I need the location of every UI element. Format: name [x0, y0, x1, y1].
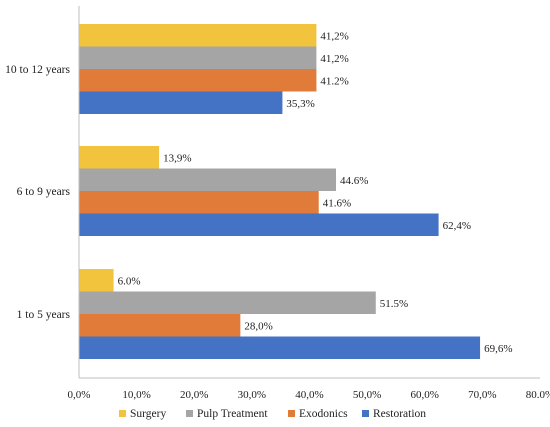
- bar-pulp-treatment-1: [79, 168, 337, 191]
- data-label: 35,3%: [286, 98, 314, 110]
- data-label: 51.5%: [380, 298, 408, 310]
- category-label: 6 to 9 years: [17, 186, 71, 198]
- bar-exodonics-2: [79, 314, 241, 337]
- x-tick-label: 50,0%: [353, 389, 381, 401]
- data-label: 41,2%: [320, 53, 348, 65]
- x-tick-label: 40,0%: [295, 389, 323, 401]
- bar-exodonics-1: [79, 191, 319, 214]
- data-label: 41.2%: [320, 75, 348, 87]
- x-tick-label: 70,0%: [468, 389, 496, 401]
- bar-pulp-treatment-0: [79, 46, 317, 69]
- data-label: 44.6%: [340, 175, 368, 187]
- legend-swatch: [186, 410, 193, 417]
- legend-label: Surgery: [130, 408, 166, 420]
- legend-swatch: [362, 410, 369, 417]
- legend-label: Exodonics: [299, 408, 348, 420]
- bars-layer: 41,2% 41,2% 41.2% 35,3% 13,9% 44.6% 41.6% 62,4%…: [79, 24, 512, 359]
- bar-surgery-1: [79, 146, 160, 169]
- legend-label: Restoration: [373, 408, 426, 420]
- data-label: 41.6%: [323, 197, 351, 209]
- data-label: 62,4%: [443, 220, 471, 232]
- category-label: 10 to 12 years: [5, 64, 70, 76]
- data-label: 69,6%: [484, 343, 512, 355]
- bar-pulp-treatment-2: [79, 291, 376, 314]
- x-tick-label: 60,0%: [411, 389, 439, 401]
- legend-label: Pulp Treatment: [197, 408, 268, 420]
- x-tick-label: 20,0%: [180, 389, 208, 401]
- bar-restoration-0: [79, 91, 283, 114]
- bar-restoration-1: [79, 213, 439, 236]
- bar-surgery-2: [79, 269, 114, 292]
- bar-exodonics-0: [79, 69, 317, 92]
- x-tick-label: 0,0%: [68, 389, 91, 401]
- bar-restoration-2: [79, 336, 481, 359]
- legend-swatch: [288, 410, 295, 417]
- data-label: 6.0%: [118, 275, 141, 287]
- legend: Surgery Pulp Treatment Exodonics Restoratio…: [119, 408, 426, 420]
- legend-swatch: [119, 410, 126, 417]
- x-tick-label: 10,0%: [122, 389, 150, 401]
- x-tick-label: 30,0%: [238, 389, 266, 401]
- data-label: 41,2%: [320, 30, 348, 42]
- axes-layer: 10 to 12 years 6 to 9 years 1 to 5 years 0,…: [5, 6, 550, 401]
- data-label: 13,9%: [163, 152, 191, 164]
- category-label: 1 to 5 years: [17, 309, 71, 321]
- bar-surgery-0: [79, 24, 317, 47]
- data-label: 28,0%: [244, 320, 272, 332]
- x-tick-label: 80.0%: [526, 389, 550, 401]
